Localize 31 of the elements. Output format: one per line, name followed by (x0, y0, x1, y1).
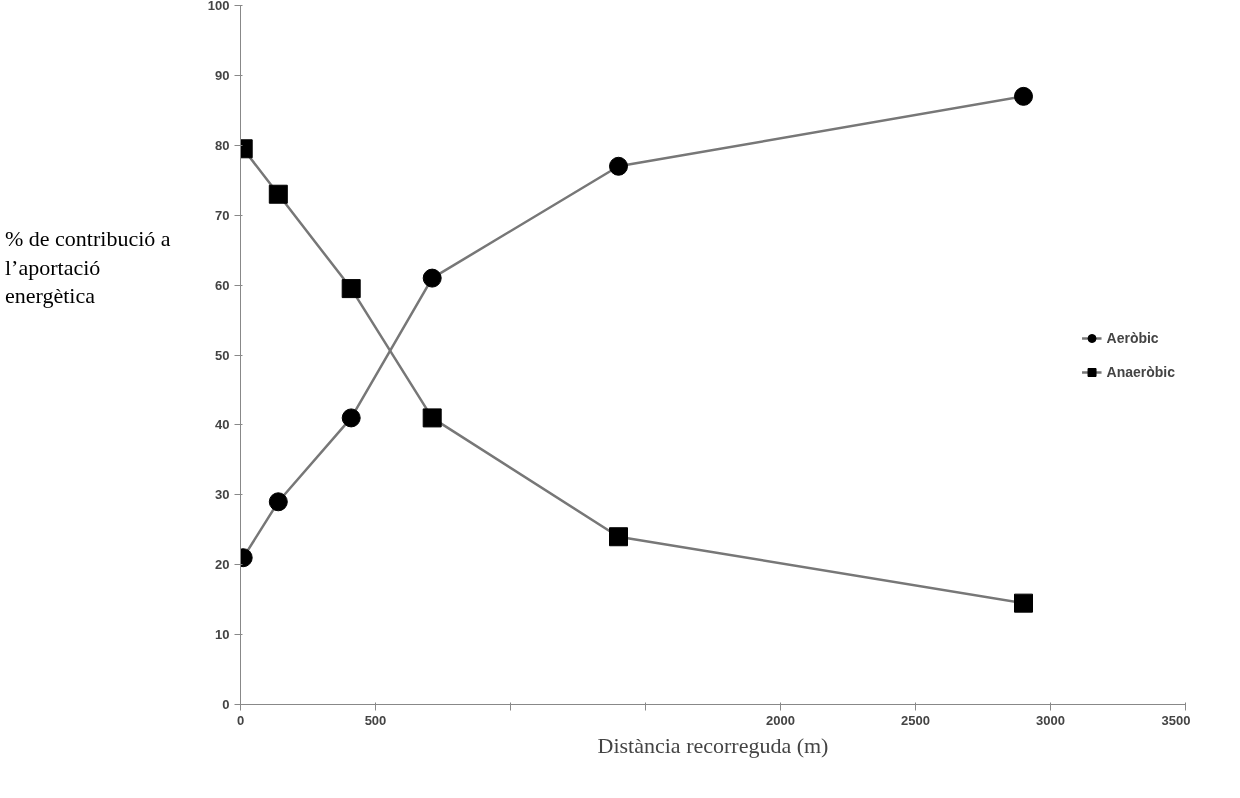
y-tick-label: 40 (215, 417, 230, 433)
y-tick-label: 80 (215, 137, 230, 153)
point (341, 279, 361, 299)
point (609, 527, 628, 547)
x-tick-label: 2500 (901, 712, 930, 728)
x-tick-label: 3500 (1161, 712, 1191, 728)
point (422, 268, 442, 288)
point (422, 408, 442, 428)
x-axis-title: Distància recorreguda (m) (597, 732, 829, 758)
point (1014, 593, 1033, 613)
y-tick-label: 90 (215, 67, 230, 83)
y-tick-label: 0 (222, 697, 230, 712)
legend-label: Anaeròbic (1106, 363, 1175, 380)
y-tick-label: 20 (215, 557, 230, 573)
x-tick-label: 2000 (766, 712, 795, 728)
y-tick-label: 30 (215, 487, 230, 503)
y-tick-label: 60 (215, 277, 230, 293)
legend-label: Aeròbic (1106, 329, 1159, 346)
y-tick-label: 100 (207, 0, 230, 13)
x-tick-label: 3000 (1036, 712, 1065, 728)
x-tick-label: 500 (364, 712, 387, 728)
point (268, 492, 288, 512)
point (268, 184, 288, 204)
y-tick-label: 50 (215, 347, 230, 363)
y-tick-label: 10 (215, 627, 230, 643)
y-tick-label: 70 (215, 207, 230, 223)
point (1014, 86, 1033, 106)
y-axis-title: % de contribució a l’aportació energètica (5, 225, 172, 311)
point (341, 408, 361, 428)
x-tick-label: 0 (236, 712, 245, 728)
point (609, 156, 628, 176)
